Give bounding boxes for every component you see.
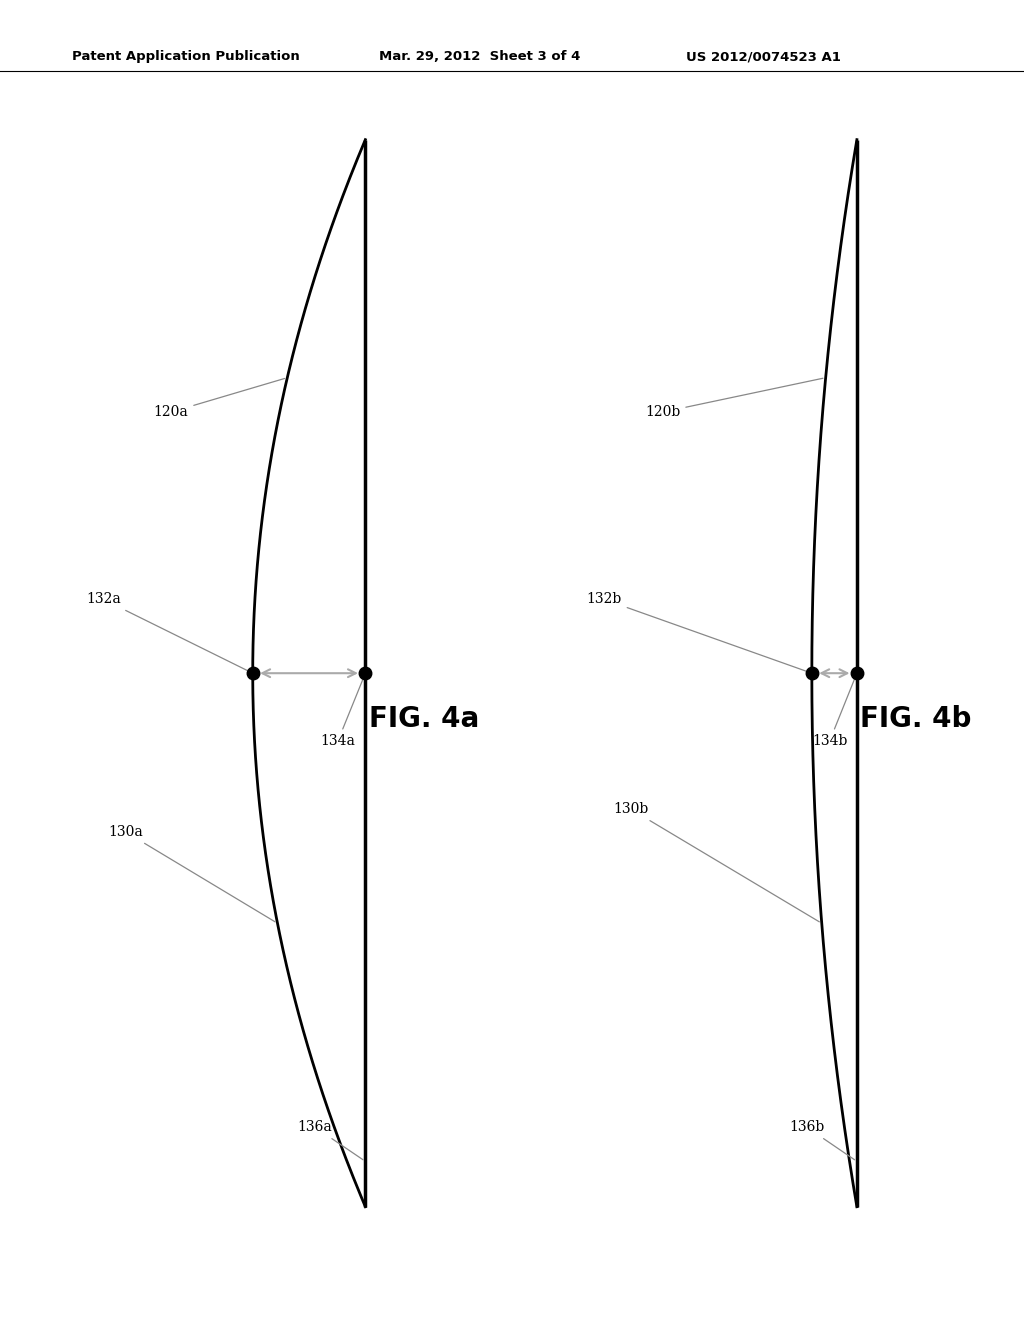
Text: 120a: 120a [154, 379, 285, 420]
Text: 120b: 120b [645, 379, 823, 420]
Text: 136b: 136b [790, 1121, 855, 1160]
Text: 130b: 130b [613, 803, 819, 921]
Text: 136a: 136a [298, 1121, 364, 1160]
Text: FIG. 4b: FIG. 4b [860, 705, 971, 733]
Text: US 2012/0074523 A1: US 2012/0074523 A1 [686, 50, 841, 63]
Text: 134b: 134b [812, 676, 856, 748]
Text: 130a: 130a [109, 825, 275, 921]
Text: Mar. 29, 2012  Sheet 3 of 4: Mar. 29, 2012 Sheet 3 of 4 [379, 50, 581, 63]
Text: 134a: 134a [321, 676, 365, 748]
Text: Patent Application Publication: Patent Application Publication [72, 50, 299, 63]
Text: 132b: 132b [587, 593, 809, 672]
Text: 132a: 132a [86, 593, 250, 672]
Text: FIG. 4a: FIG. 4a [369, 705, 479, 733]
